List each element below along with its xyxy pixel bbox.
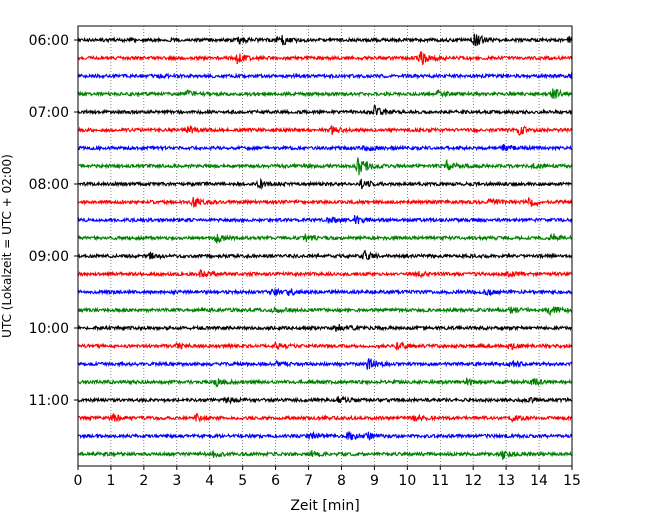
y-tick-label: 06:00	[29, 33, 69, 49]
x-tick-label: 15	[563, 473, 581, 489]
y-axis-title: UTC (Lokalzeit = UTC + 02:00)	[0, 154, 14, 338]
trace-0615	[77, 51, 573, 66]
plot-frame	[77, 25, 573, 467]
trace-1015	[77, 340, 573, 351]
x-tick-label: 12	[464, 473, 482, 489]
y-tick-label: 09:00	[29, 249, 69, 265]
trace-1100	[77, 395, 573, 405]
x-tick-label: 6	[271, 473, 280, 489]
trace-0645	[77, 88, 573, 99]
x-axis-title: Zeit [min]	[290, 498, 359, 514]
trace-1000	[77, 323, 573, 332]
x-tick-label: 2	[139, 473, 148, 489]
trace-0815	[77, 196, 573, 208]
trace-0715	[77, 125, 573, 136]
x-tick-label: 11	[431, 473, 449, 489]
x-axis-ticks: 0 1 2 3 4 5 6 7 8 9 10 11 12 13 14 15	[74, 466, 581, 489]
trace-1115	[77, 412, 573, 423]
x-tick-label: 8	[337, 473, 346, 489]
x-tick-label: 9	[370, 473, 379, 489]
y-tick-label: 07:00	[29, 105, 69, 121]
x-tick-label: 13	[497, 473, 515, 489]
y-axis-ticks: 06:00 07:00 08:00 09:00 10:00 11:00	[29, 33, 78, 409]
trace-0630	[77, 71, 573, 80]
trace-1045	[77, 377, 573, 389]
x-tick-label: 3	[172, 473, 181, 489]
trace-0915	[77, 269, 573, 279]
trace-1030	[77, 358, 573, 370]
trace-0745	[77, 157, 573, 176]
x-tick-label: 0	[74, 473, 83, 489]
x-tick-label: 7	[304, 473, 313, 489]
trace-lines	[77, 33, 573, 461]
trace-0945	[77, 305, 573, 317]
trace-0830	[77, 214, 573, 225]
trace-0845	[77, 232, 573, 245]
vertical-grid	[110, 26, 540, 466]
x-tick-label: 14	[530, 473, 548, 489]
trace-0730	[77, 144, 573, 152]
x-tick-label: 5	[238, 473, 247, 489]
y-tick-label: 08:00	[29, 177, 69, 193]
y-tick-label: 10:00	[29, 321, 69, 337]
trace-0700	[77, 104, 573, 116]
x-tick-label: 1	[106, 473, 115, 489]
trace-0930	[77, 287, 573, 297]
trace-0600	[77, 33, 573, 47]
trace-0900	[77, 250, 573, 261]
x-tick-label: 4	[205, 473, 214, 489]
x-tick-label: 10	[398, 473, 416, 489]
y-tick-label: 11:00	[29, 393, 69, 409]
trace-1130	[77, 430, 573, 441]
trace-1145	[77, 450, 573, 461]
trace-0800	[77, 177, 573, 191]
